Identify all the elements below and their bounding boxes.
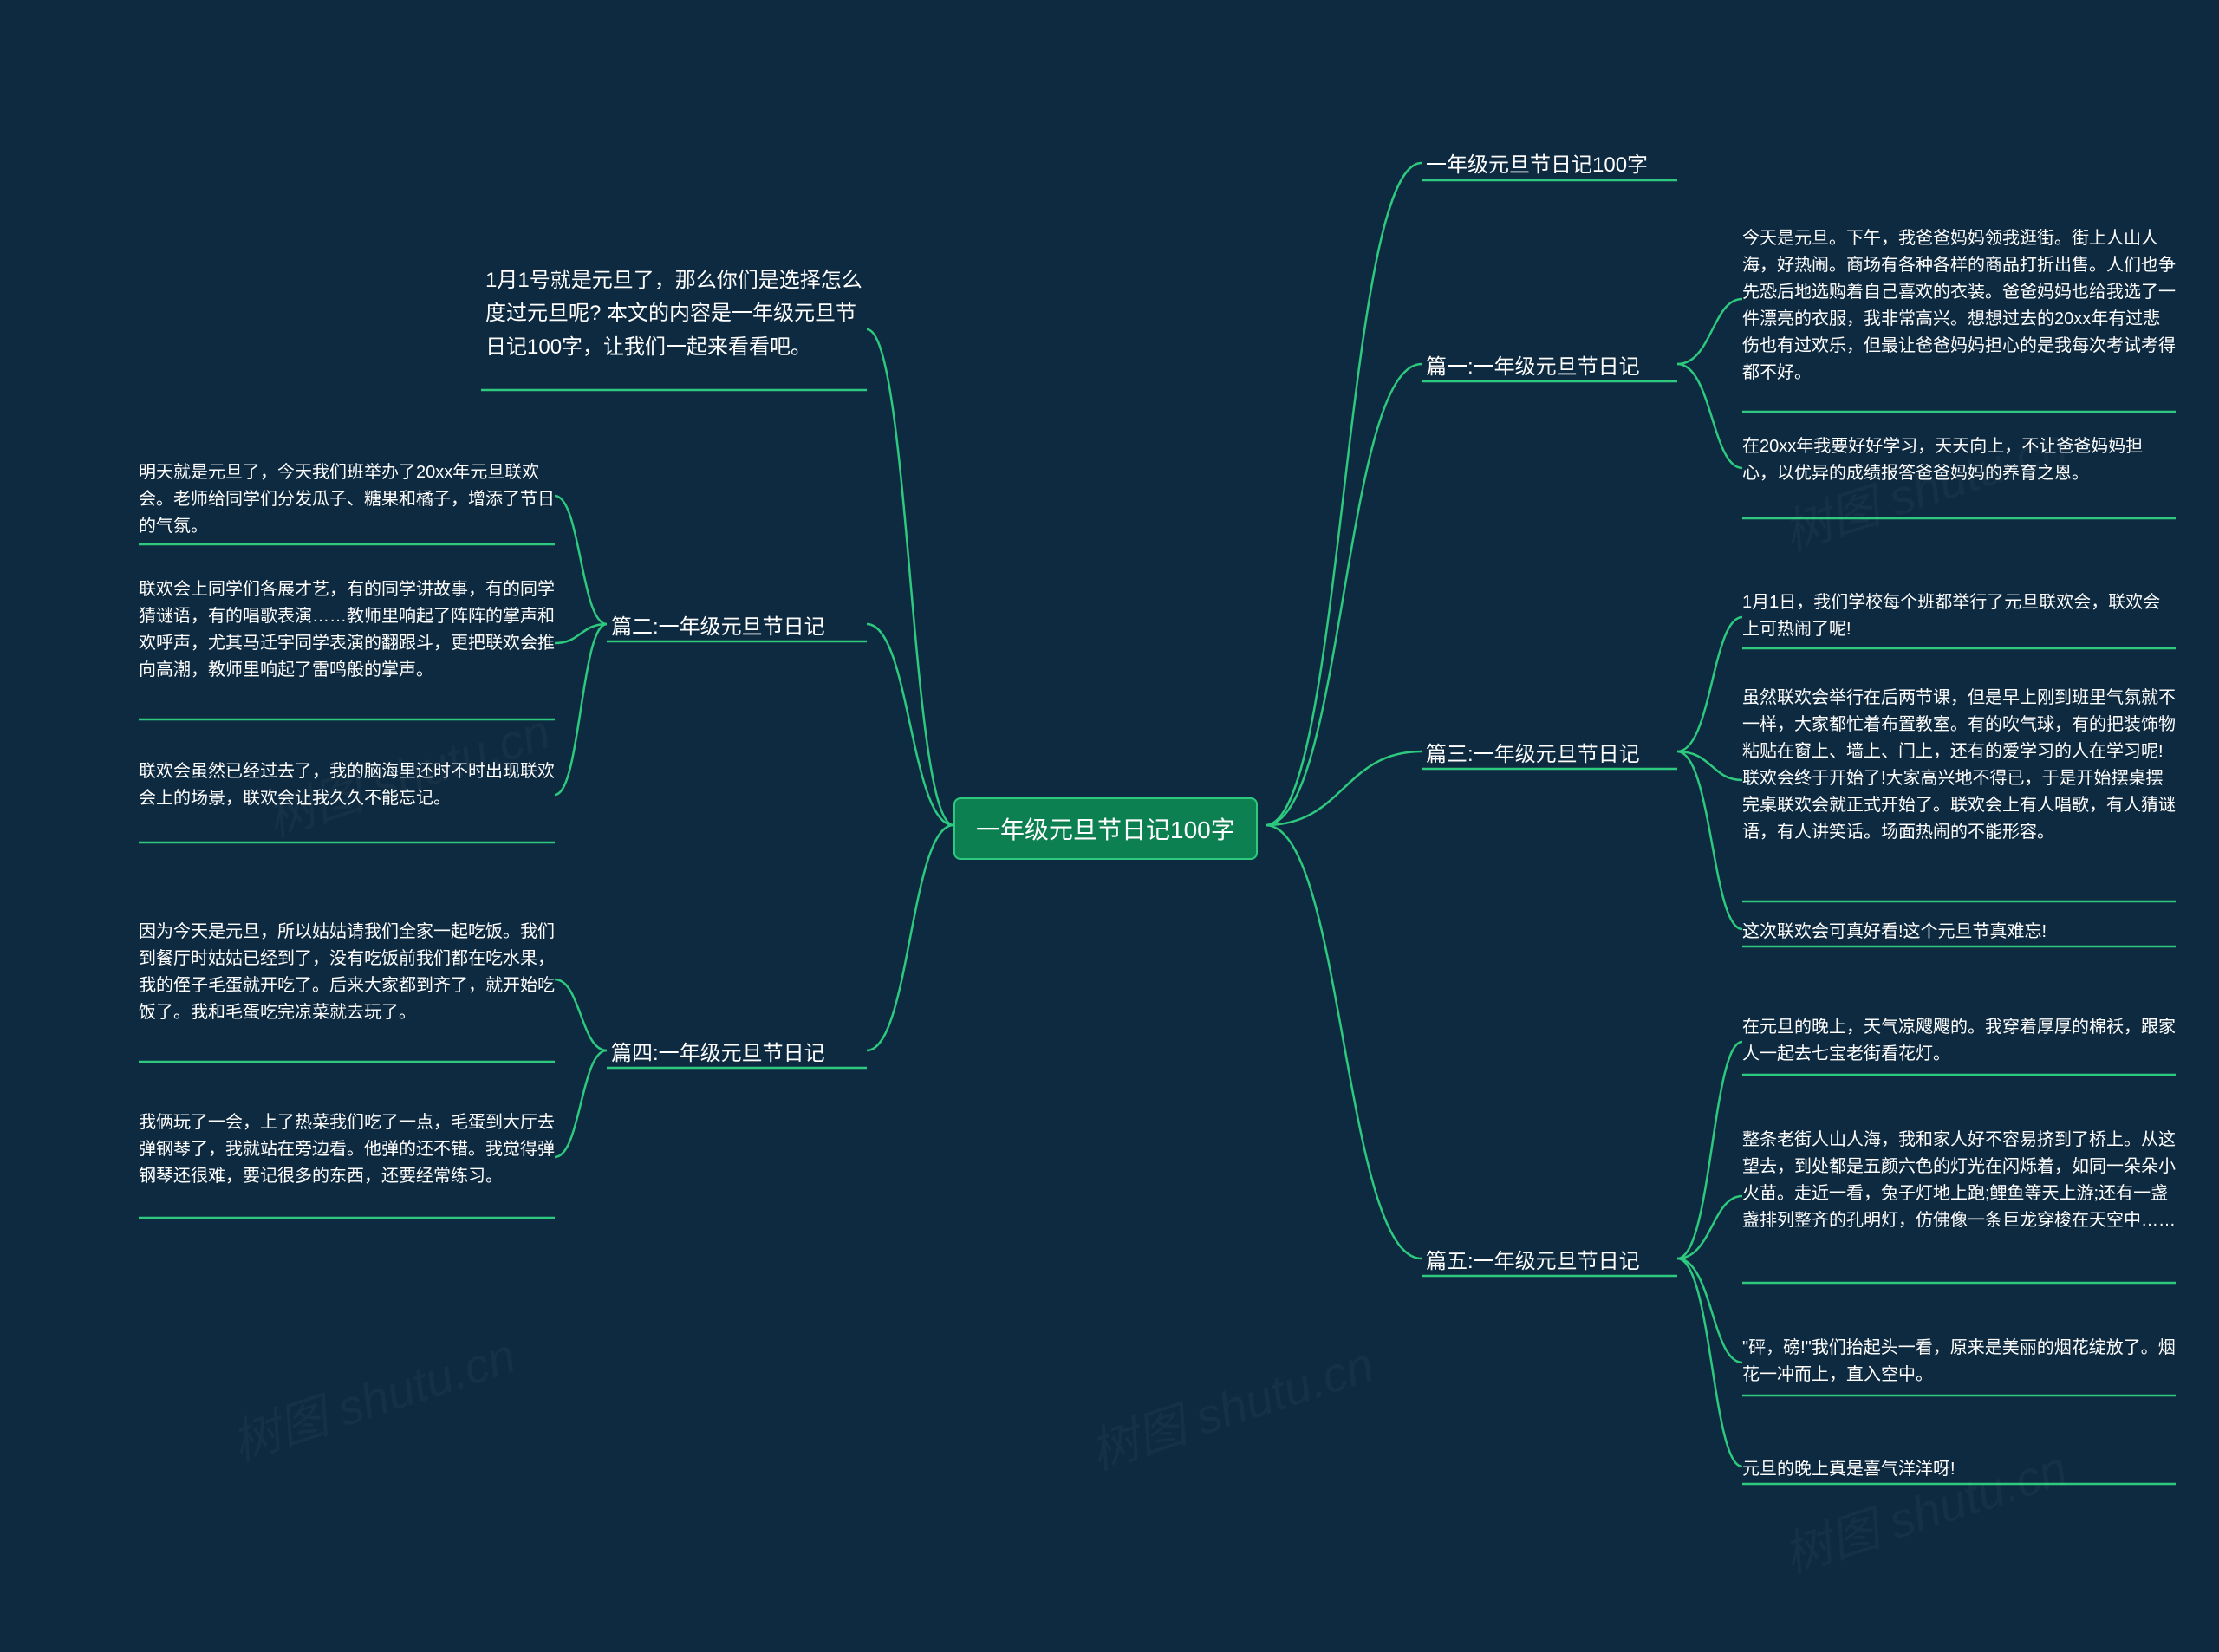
watermark: 树图 shutu.cn (222, 1317, 524, 1475)
leaf-text: 在20xx年我要好好学习，天天向上，不让爸爸妈妈担心，以优异的成绩报答爸爸妈妈的… (1742, 433, 2176, 487)
intro-text: 1月1号就是元旦了，那么你们是选择怎么度过元旦呢? 本文的内容是一年级元旦节日记… (485, 264, 867, 364)
branch-label[interactable]: 篇五:一年级元旦节日记 (1426, 1244, 1640, 1274)
branch-label[interactable]: 篇二:一年级元旦节日记 (611, 609, 825, 640)
leaf-text: 这次联欢会可真好看!这个元旦节真难忘! (1742, 919, 2176, 946)
leaf-text: 1月1日，我们学校每个班都举行了元旦联欢会，联欢会上可热闹了呢! (1742, 589, 2176, 643)
leaf-text: 明天就是元旦了，今天我们班举办了20xx年元旦联欢会。老师给同学们分发瓜子、糖果… (139, 459, 555, 540)
branch-label[interactable]: 篇三:一年级元旦节日记 (1426, 737, 1640, 767)
branch-label[interactable]: 一年级元旦节日记100字 (1426, 147, 1648, 178)
leaf-text: 因为今天是元旦，所以姑姑请我们全家一起吃饭。我们到餐厅时姑姑已经到了，没有吃饭前… (139, 919, 555, 1026)
watermark: 树图 shutu.cn (1773, 1430, 2075, 1588)
leaf-text: 元旦的晚上真是喜气洋洋呀! (1742, 1456, 2176, 1483)
mindmap-root[interactable]: 一年级元旦节日记100字 (953, 797, 1258, 860)
leaf-text: 今天是元旦。下午，我爸爸妈妈领我逛街。街上人山人海，好热闹。商场有各种各样的商品… (1742, 225, 2176, 387)
leaf-text: "砰，磅!"我们抬起头一看，原来是美丽的烟花绽放了。烟花一冲而上，直入空中。 (1742, 1335, 2176, 1389)
leaf-text: 整条老街人山人海，我和家人好不容易挤到了桥上。从这望去，到处都是五颜六色的灯光在… (1742, 1127, 2176, 1234)
leaf-text: 联欢会上同学们各展才艺，有的同学讲故事，有的同学猜谜语，有的唱歌表演……教师里响… (139, 576, 555, 684)
leaf-text: 联欢会虽然已经过去了，我的脑海里还时不时出现联欢会上的场景，联欢会让我久久不能忘… (139, 758, 555, 812)
leaf-text: 我俩玩了一会，上了热菜我们吃了一点，毛蛋到大厅去弹钢琴了，我就站在旁边看。他弹的… (139, 1109, 555, 1190)
branch-label[interactable]: 篇四:一年级元旦节日记 (611, 1036, 825, 1066)
leaf-text: 虽然联欢会举行在后两节课，但是早上刚到班里气氛就不一样，大家都忙着布置教室。有的… (1742, 685, 2176, 846)
leaf-text: 在元旦的晚上，天气凉飕飕的。我穿着厚厚的棉袄，跟家人一起去七宝老街看花灯。 (1742, 1014, 2176, 1068)
watermark: 树图 shutu.cn (1080, 1326, 1382, 1484)
branch-label[interactable]: 篇一:一年级元旦节日记 (1426, 349, 1640, 380)
